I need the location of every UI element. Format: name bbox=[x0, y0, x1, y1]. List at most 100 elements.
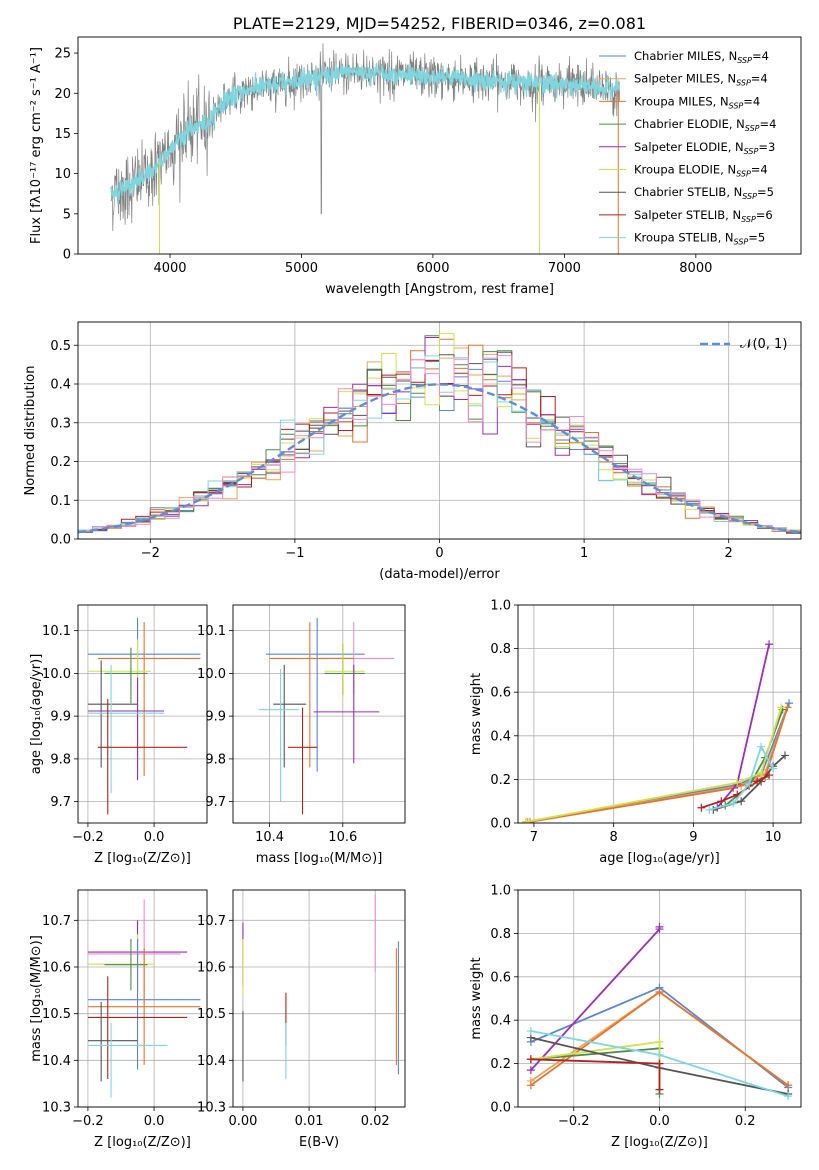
legend: 𝒩(0, 1) bbox=[700, 337, 787, 352]
legend-text: Salpeter STELIB, N bbox=[634, 208, 741, 222]
weight-marker bbox=[655, 1037, 664, 1046]
x-tick-label: 6000 bbox=[416, 261, 449, 276]
weight-marker bbox=[757, 768, 766, 777]
legend-entry: Salpeter MILES, NSSP=4 bbox=[634, 72, 768, 88]
y-tick-label: 9.8 bbox=[50, 752, 71, 767]
axes-weight-vs-Z: −0.2 0.0 0.2 0.0 0.2 0.4 0.6 0.8 1.0 Z [log₁₀(Z/Z… bbox=[469, 884, 802, 1150]
y-tick-label: 10.4 bbox=[42, 1054, 71, 1069]
y-axis-label: mass weight bbox=[469, 957, 484, 1039]
grid-lines bbox=[78, 890, 207, 1108]
y-tick-label: 0.4 bbox=[490, 729, 511, 744]
y-tick-label: 0.8 bbox=[490, 642, 511, 657]
y-tick-label: 10.0 bbox=[197, 667, 226, 682]
plot-area bbox=[526, 922, 793, 1101]
weight-marker bbox=[526, 1055, 535, 1064]
x-axis-label: Z [log₁₀(Z/Z⊙)] bbox=[94, 851, 191, 866]
grid-lines bbox=[518, 604, 801, 824]
axes-mass-vs-Z: −0.2 0.0 10.3 10.4 10.5 10.6 10.7 Z [log₁₀(Z/Z⊙… bbox=[29, 889, 208, 1150]
x-tick-label: 0.00 bbox=[228, 1114, 257, 1129]
y-tick-label: 0.4 bbox=[50, 378, 71, 393]
y-tick-label: 9.7 bbox=[50, 795, 71, 810]
plot-area bbox=[87, 899, 201, 1098]
weight-marker bbox=[729, 799, 738, 808]
y-tick-label: 10.1 bbox=[197, 624, 226, 639]
weight-marker bbox=[737, 797, 746, 806]
y-tick-label: 5 bbox=[63, 207, 71, 222]
x-tick-label: 0.2 bbox=[735, 1114, 756, 1129]
y-tick-label: 10.1 bbox=[42, 624, 71, 639]
x-axis-label: E(B-V) bbox=[299, 1135, 339, 1150]
x-tick-label: −2 bbox=[141, 546, 160, 561]
x-tick-label: 1 bbox=[580, 546, 588, 561]
legend-text: Chabrier STELIB, N bbox=[634, 185, 742, 199]
weight-marker bbox=[655, 1085, 664, 1094]
x-tick-label: 0.0 bbox=[649, 1114, 670, 1129]
grid-lines bbox=[233, 890, 405, 1108]
weight-marker bbox=[781, 751, 790, 760]
x-tick-label: 10.4 bbox=[255, 830, 284, 845]
legend-subscript: SSP bbox=[741, 215, 756, 224]
legend-value: =4 bbox=[760, 117, 777, 131]
y-tick-label: 1.0 bbox=[490, 884, 511, 899]
legend-entry: Chabrier MILES, NSSP=4 bbox=[634, 49, 769, 65]
legend-text: Salpeter MILES, N bbox=[634, 72, 736, 86]
y-tick-label: 10.4 bbox=[197, 1054, 226, 1069]
y-tick-label: 10.7 bbox=[42, 914, 71, 929]
legend-subscript: SSP bbox=[729, 101, 744, 110]
weight-marker bbox=[655, 987, 664, 996]
x-axis-label: Z [log₁₀(Z/Z⊙)] bbox=[94, 1135, 191, 1150]
weight-marker bbox=[777, 703, 786, 712]
legend-text: Salpeter ELODIE, N bbox=[634, 140, 744, 154]
grid-lines bbox=[233, 605, 405, 823]
weight-marker bbox=[655, 1059, 664, 1068]
legend-text: Kroupa MILES, N bbox=[634, 94, 729, 108]
weight-marker bbox=[655, 922, 664, 931]
y-tick-label: 9.9 bbox=[205, 710, 226, 725]
y-axis-label: mass weight bbox=[469, 673, 484, 755]
weight-marker bbox=[655, 1050, 664, 1059]
weight-line bbox=[527, 707, 789, 823]
y-tick-label: 10.3 bbox=[42, 1101, 71, 1116]
legend-value: =4 bbox=[751, 72, 768, 86]
weight-marker bbox=[526, 1027, 535, 1036]
plot-area bbox=[78, 333, 801, 539]
axes-spectrum: 4000 5000 6000 7000 8000 0 5 10 15 20 25 wavelength… bbox=[29, 36, 802, 297]
axes-frame bbox=[77, 36, 802, 255]
y-tick-label: 0 bbox=[63, 248, 71, 263]
legend-entry: Kroupa STELIB, NSSP=5 bbox=[634, 231, 765, 247]
legend-entry: Salpeter ELODIE, NSSP=3 bbox=[634, 140, 775, 156]
legend-entry: Chabrier ELODIE, NSSP=4 bbox=[634, 117, 776, 133]
y-tick-label: 0.0 bbox=[490, 817, 511, 832]
x-tick-label: 0.0 bbox=[144, 1114, 165, 1129]
y-tick-label: 10.6 bbox=[42, 961, 71, 976]
histogram-step bbox=[78, 355, 801, 539]
plot-area bbox=[258, 617, 395, 815]
y-tick-label: 1.0 bbox=[490, 599, 511, 614]
y-tick-label: 10.3 bbox=[197, 1101, 226, 1116]
legend-value: =5 bbox=[757, 185, 774, 199]
x-tick-label: 8000 bbox=[679, 261, 712, 276]
weight-line bbox=[529, 707, 789, 823]
weight-line bbox=[724, 709, 784, 807]
legend-text: Kroupa ELODIE, N bbox=[634, 163, 736, 177]
x-tick-label: 10.6 bbox=[328, 830, 357, 845]
legend-text: Chabrier ELODIE, N bbox=[634, 117, 745, 131]
plot-area bbox=[242, 894, 399, 1082]
x-tick-label: 0.01 bbox=[295, 1114, 324, 1129]
x-tick-label: 0.02 bbox=[361, 1114, 390, 1129]
legend-subscript: SSP bbox=[744, 147, 759, 156]
legend-text: Kroupa STELIB, N bbox=[634, 231, 734, 245]
weight-marker bbox=[753, 777, 762, 786]
y-tick-label: 0.3 bbox=[50, 416, 71, 431]
x-tick-label: 0 bbox=[435, 546, 443, 561]
legend-subscript: SSP bbox=[736, 79, 751, 88]
x-tick-label: 7 bbox=[530, 830, 538, 845]
x-tick-label: 5000 bbox=[285, 261, 318, 276]
legend-entry: Kroupa MILES, NSSP=4 bbox=[634, 94, 760, 110]
weight-marker bbox=[705, 805, 714, 814]
legend-value: =4 bbox=[743, 94, 760, 108]
weight-marker bbox=[526, 1066, 535, 1075]
legend-subscript: SSP bbox=[736, 170, 751, 179]
weight-marker bbox=[769, 764, 778, 773]
